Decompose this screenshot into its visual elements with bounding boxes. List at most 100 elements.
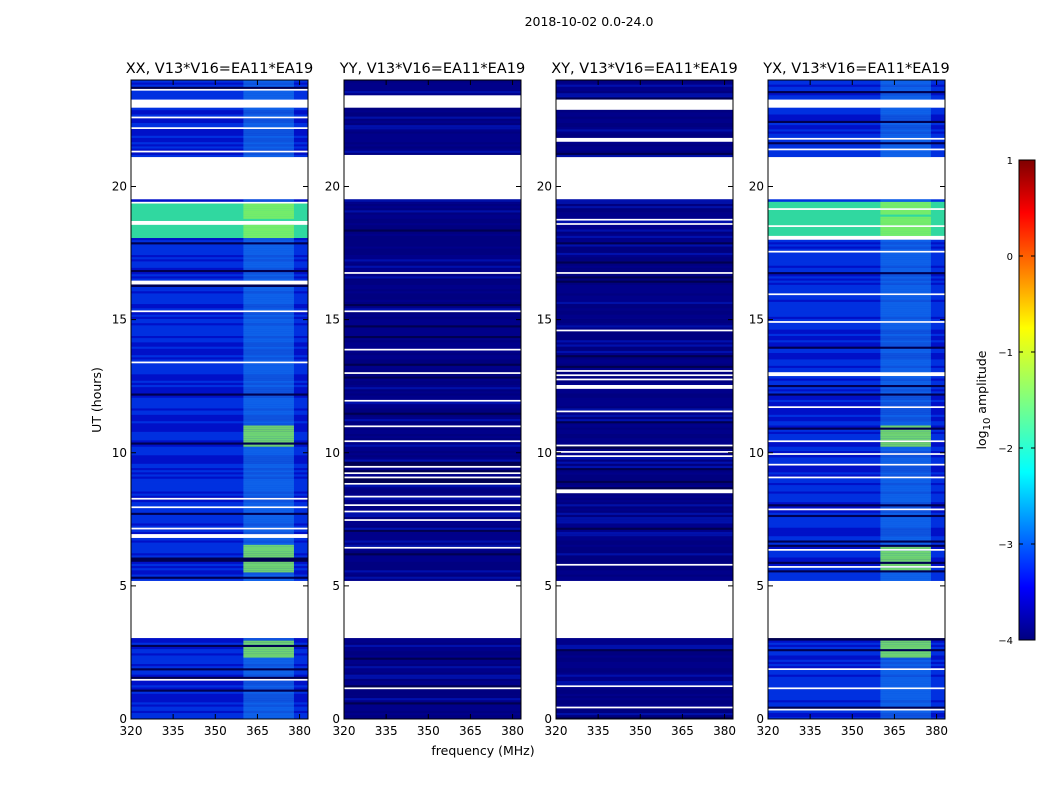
heatmap-row [768,431,945,434]
rfi-band [243,107,294,111]
heatmap-row [768,229,945,232]
rfi-band [880,233,931,236]
heatmap-row [131,290,308,294]
heatmap-row [344,397,521,400]
heatmap-row [768,544,945,547]
heatmap-row [768,574,945,577]
heatmap-row [131,471,308,475]
heatmap-row [344,335,521,339]
rfi-band [243,452,294,456]
rfi-band [243,548,294,552]
heatmap-row [344,137,521,141]
rfi-band [880,216,931,219]
rfi-band [880,574,931,577]
heatmap-row [131,701,308,705]
heatmap-row [768,425,945,428]
heatmap-row [768,354,945,358]
heatmap-row [131,205,308,209]
rfi-band [243,399,294,403]
heatmap-row [344,384,521,388]
heatmap-row [768,314,945,317]
rfi-band [243,663,294,667]
y-tick-label: 0 [332,712,340,726]
heatmap-row [556,484,733,488]
heatmap-row [556,131,733,134]
heatmap-row [556,708,733,711]
heatmap-row [768,561,945,564]
rfi-band [243,333,294,336]
rfi-band [243,693,294,696]
heatmap-row [768,322,945,326]
heatmap-row [131,214,308,217]
heatmap-row [344,261,521,264]
heatmap-row [344,395,521,398]
rfi-band [243,352,294,356]
heatmap-row [344,216,521,219]
rfi-band [880,674,931,677]
heatmap-row [131,363,308,366]
heatmap-row [556,687,733,690]
rfi-band [880,231,931,234]
heatmap-row [556,663,733,667]
heatmap-row [131,352,308,356]
heatmap-row [768,457,945,460]
heatmap-row [768,393,945,396]
heatmap-row [344,278,521,281]
heatmap-row-speckle [344,401,521,405]
heatmap-row [556,701,733,705]
heatmap-row [344,710,521,714]
rfi-band [243,493,294,496]
heatmap-row [131,395,308,398]
rfi-band [243,327,294,330]
heatmap-row [768,350,945,354]
heatmap-row [768,94,945,98]
rfi-band [243,318,294,322]
heatmap-row [131,390,308,394]
heatmap-row [556,322,733,326]
heatmap-row [768,244,945,247]
heatmap-row [131,131,308,134]
rfi-band [243,461,294,464]
rfi-band [880,459,931,462]
heatmap-row [768,478,945,481]
heatmap-row [768,216,945,219]
heatmap-row [556,638,733,641]
heatmap-row [344,324,521,328]
heatmap-row [768,135,945,138]
heatmap-row [131,354,308,358]
rfi-band [880,263,931,266]
rfi-band [880,444,931,447]
heatmap-row [768,369,945,373]
heatmap-row [344,346,521,349]
rfi-band [880,305,931,309]
heatmap-row [344,267,521,270]
heatmap-row [131,143,308,147]
rfi-band [243,680,294,684]
rfi-band [243,286,294,290]
heatmap-row [556,335,733,339]
heatmap-row [344,359,521,362]
heatmap-row [131,244,308,247]
heatmap-row [768,682,945,686]
heatmap-row [556,565,733,569]
heatmap-row [556,273,733,277]
heatmap-row [768,518,945,522]
heatmap-row [768,427,945,430]
colorbar-label-suffix: amplitude [974,350,989,417]
heatmap-row [556,337,733,341]
heatmap-row [131,92,308,96]
heatmap-row [556,459,733,462]
heatmap-row [131,141,308,145]
heatmap-row [131,657,308,660]
rfi-band [880,533,931,537]
heatmap-row [344,501,521,505]
rfi-band [243,212,294,215]
heatmap-row [556,508,733,511]
heatmap-row [768,442,945,445]
heatmap-row [556,331,733,334]
rfi-band [243,139,294,143]
heatmap-row [556,146,733,149]
heatmap-row [768,261,945,264]
rfi-band [243,118,294,121]
